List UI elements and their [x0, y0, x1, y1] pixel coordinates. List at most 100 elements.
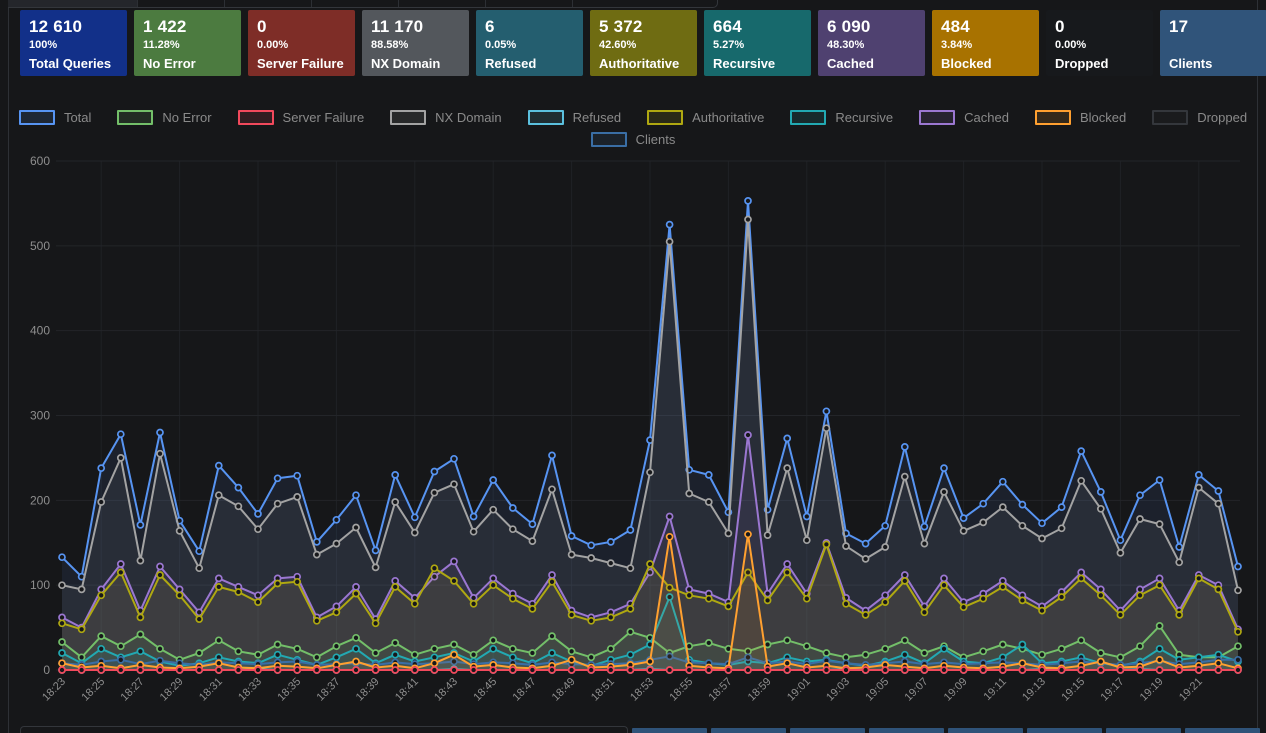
x-axis-tick-label: 18:43 [432, 676, 460, 704]
data-point-total [1194, 471, 1203, 479]
data-point-authoritative [234, 588, 243, 596]
data-point-authoritative [665, 583, 674, 592]
legend-item-nx-domain[interactable]: NX Domain [390, 110, 502, 125]
data-point-authoritative [822, 540, 831, 549]
data-point-total [822, 407, 831, 416]
x-axis-tick-label: 18:59 [746, 676, 774, 704]
data-point-no-error [273, 640, 282, 649]
data-point-authoritative [214, 583, 223, 591]
data-point-server-failure [508, 666, 517, 674]
data-point-cached [214, 574, 223, 583]
data-point-server-failure [1136, 666, 1144, 674]
x-axis-tick-label: 19:17 [1099, 676, 1127, 704]
data-point-server-failure [116, 666, 125, 674]
legend-label: Refused [572, 110, 622, 125]
top-tab[interactable] [138, 0, 225, 7]
data-point-total [1038, 519, 1046, 528]
data-point-no-error [802, 642, 811, 651]
data-point-server-failure [293, 666, 302, 674]
data-point-nx-domain [763, 531, 772, 539]
legend-item-refused[interactable]: Refused [527, 110, 622, 125]
data-point-server-failure [528, 666, 537, 674]
data-point-no-error [626, 627, 635, 636]
y-axis-tick-label: 500 [30, 239, 50, 253]
data-point-nx-domain [273, 499, 282, 508]
x-axis-tick-label: 18:37 [315, 676, 343, 704]
legend-item-recursive[interactable]: Recursive [790, 110, 893, 125]
data-point-server-failure [802, 666, 811, 674]
data-point-total [469, 512, 478, 521]
data-point-total [626, 526, 635, 534]
legend-item-no-error[interactable]: No Error [117, 110, 212, 125]
legend-item-blocked[interactable]: Blocked [1034, 110, 1126, 125]
data-point-server-failure [665, 666, 674, 674]
data-point-nx-domain [195, 564, 204, 573]
stat-value: 0 [1055, 17, 1065, 36]
top-tab[interactable] [399, 0, 486, 7]
legend-swatch-icon [18, 110, 55, 125]
legend-item-total[interactable]: Total [18, 110, 91, 125]
legend-label: Dropped [1197, 110, 1248, 125]
legend-swatch-icon [590, 132, 627, 147]
data-point-nx-domain [998, 503, 1007, 511]
data-point-nx-domain [430, 488, 439, 497]
legend-item-clients[interactable]: Clients [590, 132, 675, 147]
data-point-authoritative [548, 577, 556, 586]
data-point-server-failure [1175, 666, 1184, 674]
top-tab[interactable] [8, 0, 138, 7]
data-point-nx-domain [293, 493, 302, 501]
data-point-authoritative [606, 613, 615, 622]
top-tab[interactable] [486, 0, 573, 7]
data-point-nx-domain [1057, 524, 1066, 533]
data-point-no-error [156, 644, 164, 653]
legend-row: Total No Error Server Failure NX Domain Refu… [0, 110, 1266, 125]
data-point-authoritative [273, 579, 282, 588]
data-point-total [1057, 503, 1066, 511]
data-point-no-error [450, 640, 458, 649]
x-axis-tick-label: 19:13 [1020, 676, 1048, 704]
data-point-authoritative [744, 568, 752, 577]
data-point-authoritative [175, 591, 184, 600]
data-point-total [312, 538, 321, 546]
legend-item-authoritative[interactable]: Authoritative [647, 110, 764, 125]
top-tab[interactable] [312, 0, 399, 7]
data-point-authoritative [998, 583, 1007, 591]
data-point-blocked [665, 532, 674, 541]
data-point-recursive [665, 593, 674, 601]
data-point-blocked [58, 659, 66, 668]
data-point-total [900, 443, 909, 451]
data-point-nx-domain [606, 559, 615, 567]
data-point-total [998, 477, 1007, 486]
x-axis-tick-label: 18:41 [393, 676, 421, 704]
x-axis-tick-label: 19:05 [863, 676, 891, 704]
x-axis-tick-label: 18:33 [236, 676, 264, 704]
x-axis-tick-label: 19:19 [1138, 676, 1166, 704]
stats-row: 12 610 100% Total Queries 1 422 11.28% No Err… [20, 10, 1266, 76]
top-tab[interactable] [225, 0, 312, 7]
legend-item-server-failure[interactable]: Server Failure [237, 110, 364, 125]
data-point-authoritative [293, 577, 302, 586]
data-point-authoritative [626, 605, 635, 613]
dashboard-panel [8, 0, 1258, 733]
data-point-no-error [979, 647, 988, 656]
legend-item-dropped[interactable]: Dropped [1152, 110, 1247, 125]
bottom-card-top [869, 728, 944, 733]
data-point-clients [116, 655, 125, 664]
data-point-no-error [116, 642, 125, 651]
data-point-no-error [234, 647, 243, 656]
data-point-authoritative [469, 599, 478, 608]
data-point-server-failure [704, 666, 713, 674]
x-axis-tick-label: 19:21 [1177, 676, 1205, 704]
data-point-server-failure [1234, 666, 1242, 674]
stat-percent: 42.60% [599, 39, 637, 51]
legend-item-cached[interactable]: Cached [919, 110, 1009, 125]
data-point-no-error [998, 640, 1007, 649]
data-point-nx-domain [704, 498, 713, 506]
stat-value: 6 [485, 17, 495, 36]
data-point-total [1077, 447, 1086, 455]
data-point-nx-domain [842, 542, 850, 550]
data-point-total [979, 499, 988, 508]
data-point-total [959, 514, 968, 522]
stat-card-refused: 6 0.05% Refused [476, 10, 583, 76]
